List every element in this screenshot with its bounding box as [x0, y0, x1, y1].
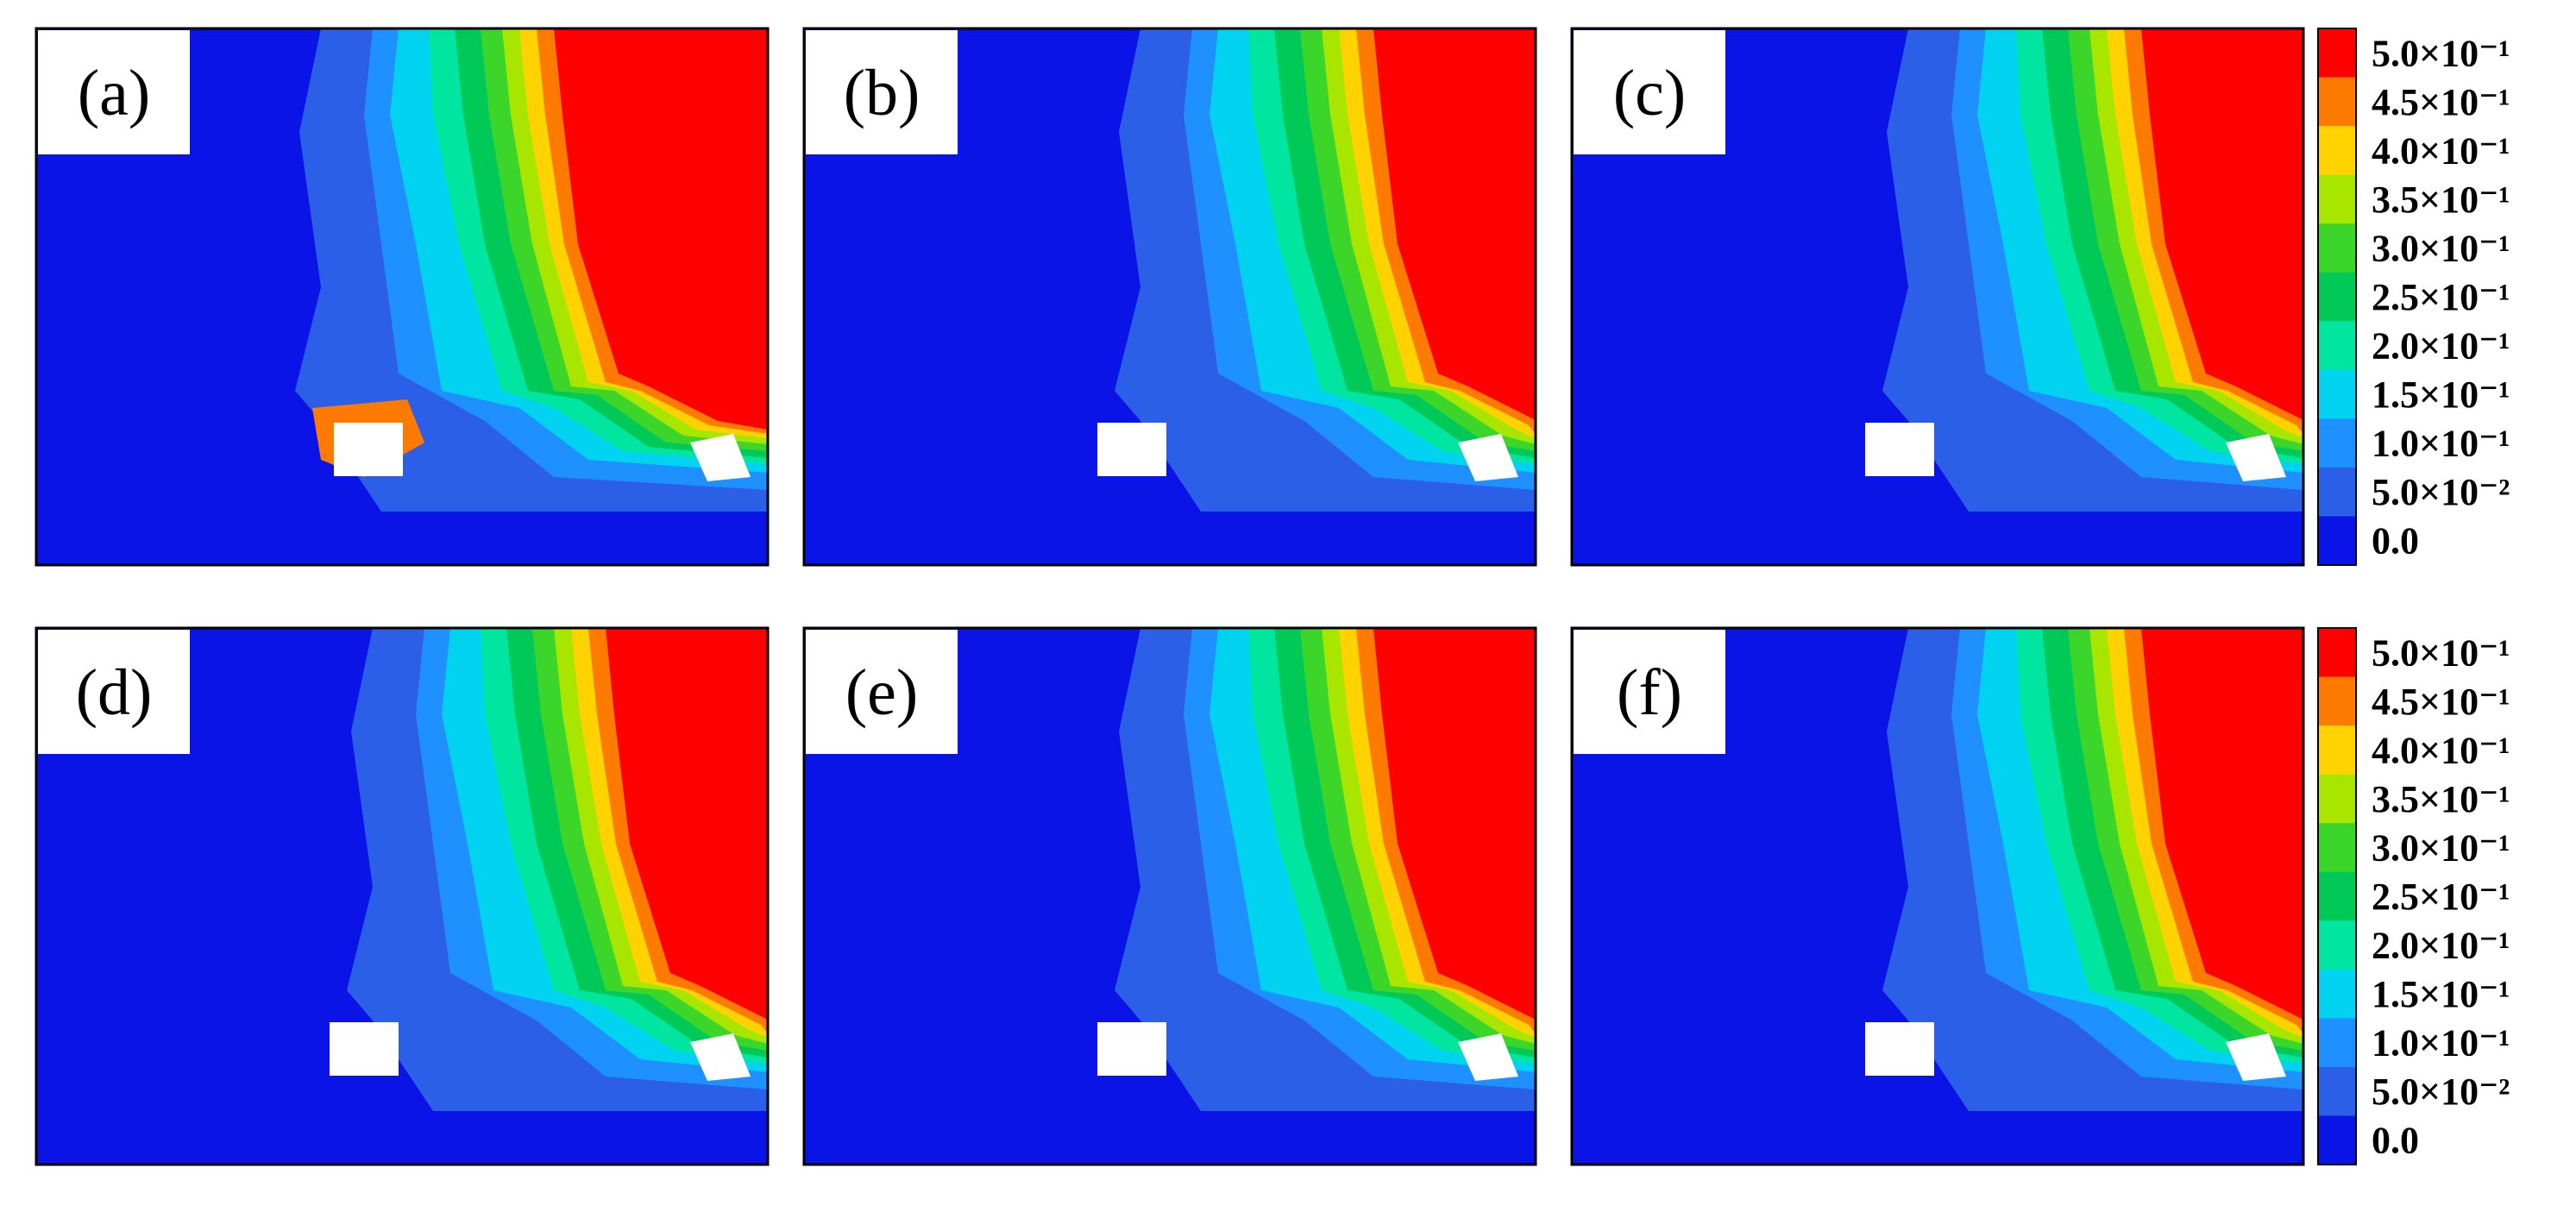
colorbar-tick-label: 3.5×10⁻¹	[2372, 179, 2510, 221]
panel-frame	[802, 626, 1537, 1166]
panels-layer: (a) (b) (c) (d) (e) (f)	[35, 27, 2305, 1166]
obstacle-gap	[690, 434, 751, 481]
panel-frame	[802, 27, 1537, 567]
panel-label-box	[1574, 30, 1725, 154]
colorbar-swatch	[2318, 628, 2356, 678]
obstacle-block	[1865, 423, 1934, 476]
colorbar-swatch	[2318, 516, 2356, 566]
colorbars-layer: 5.0×10⁻¹ 4.5×10⁻¹ 4.0×10⁻¹ 3.5×10⁻¹ 3.0×10⁻¹…	[2317, 28, 2510, 1165]
colorbar-swatch	[2318, 77, 2356, 127]
panel-label-box	[38, 30, 190, 154]
obstacle-block	[1865, 1022, 1934, 1076]
obstacle-block	[330, 1022, 399, 1076]
colorbar-frame	[2317, 627, 2357, 1165]
colorbar-swatch	[2318, 823, 2356, 873]
contour-panel: (c)	[1570, 27, 2305, 567]
panel-label: (a)	[78, 57, 150, 129]
contour-band	[1373, 28, 1536, 430]
colorbar-tick-label: 4.0×10⁻¹	[2372, 129, 2510, 172]
obstacle-block	[1097, 1022, 1166, 1076]
contour-panel: (a)	[35, 27, 770, 567]
panel-label-box	[806, 30, 958, 154]
panel-label: (d)	[76, 656, 153, 729]
colorbar-tick-label: 3.0×10⁻¹	[2372, 227, 2510, 269]
colorbar-tick-label: 5.0×10⁻²	[2372, 471, 2510, 513]
colorbar-tick-label: 2.5×10⁻¹	[2372, 876, 2510, 918]
colorbar-swatch	[2318, 774, 2356, 824]
colorbar-swatch	[2318, 418, 2356, 468]
colorbar-tick-label: 3.5×10⁻¹	[2372, 778, 2510, 820]
panel-frame	[1570, 27, 2305, 567]
panel-label-box	[1574, 630, 1725, 754]
contour-band	[2141, 28, 2303, 430]
colorbar-swatch	[2318, 272, 2356, 322]
panel-frame	[35, 27, 770, 567]
obstacle-gap	[690, 1033, 751, 1081]
colorbar-tick-label: 5.0×10⁻¹	[2372, 631, 2510, 674]
colorbar-tick-label: 1.5×10⁻¹	[2372, 973, 2510, 1015]
colorbar-tick-label: 3.0×10⁻¹	[2372, 826, 2510, 869]
panel-label: (f)	[1617, 656, 1682, 729]
colorbar-swatch	[2318, 369, 2356, 419]
colorbar-tick-label: 4.0×10⁻¹	[2372, 729, 2510, 771]
colorbar-swatch	[2318, 174, 2356, 224]
contour-panel: (f)	[1570, 626, 2305, 1166]
contour-band	[1373, 628, 1536, 1029]
obstacle-gap	[1458, 434, 1518, 481]
colorbar-swatch	[2318, 1018, 2356, 1068]
contour-band	[2141, 628, 2303, 1029]
colorbar-frame	[2317, 28, 2357, 566]
colorbar-tick-label: 4.5×10⁻¹	[2372, 681, 2510, 723]
colorbar-tick-label: 1.0×10⁻¹	[2372, 423, 2510, 465]
colorbar-swatch	[2318, 969, 2356, 1019]
contour-band	[606, 628, 768, 1029]
colorbar-swatch	[2318, 1066, 2356, 1116]
obstacle-block	[334, 423, 403, 476]
colorbar-tick-label: 1.0×10⁻¹	[2372, 1022, 2510, 1064]
contour-panel: (e)	[802, 626, 1537, 1166]
colorbar-swatch	[2318, 920, 2356, 970]
colorbar-tick-label: 2.0×10⁻¹	[2372, 325, 2510, 367]
colorbar-tick-label: 4.5×10⁻¹	[2372, 81, 2510, 123]
obstacle-block	[1097, 423, 1166, 476]
colorbar-swatch	[2318, 28, 2356, 78]
colorbar-swatch	[2318, 676, 2356, 726]
panel-label: (b)	[844, 57, 920, 129]
contour-panel: (b)	[802, 27, 1537, 567]
panel-label: (c)	[1613, 57, 1686, 129]
panel-label-box	[38, 630, 190, 754]
obstacle-gap	[2226, 1033, 2286, 1081]
obstacle-gap	[1458, 1033, 1518, 1081]
colorbar-tick-label: 2.0×10⁻¹	[2372, 925, 2510, 967]
colorbar-tick-label: 0.0	[2372, 1120, 2419, 1162]
colorbar-swatch	[2318, 223, 2356, 273]
colorbar-swatch	[2318, 725, 2356, 776]
colorbar-swatch	[2318, 467, 2356, 517]
colorbar-swatch	[2318, 871, 2356, 921]
colorbar-tick-label: 2.5×10⁻¹	[2372, 276, 2510, 318]
contour-panel: (d)	[35, 626, 770, 1166]
contour-band	[554, 28, 768, 430]
colorbar-tick-label: 5.0×10⁻¹	[2372, 32, 2510, 74]
colorbar: 5.0×10⁻¹ 4.5×10⁻¹ 4.0×10⁻¹ 3.5×10⁻¹ 3.0×10⁻¹…	[2317, 627, 2510, 1165]
colorbar-swatch	[2318, 126, 2356, 176]
panel-frame	[1570, 626, 2305, 1166]
obstacle-gap	[2226, 434, 2286, 481]
colorbar-tick-label: 5.0×10⁻²	[2372, 1071, 2510, 1113]
colorbar-swatch	[2318, 321, 2356, 371]
colorbar-tick-label: 1.5×10⁻¹	[2372, 374, 2510, 416]
colorbar-swatch	[2318, 1115, 2356, 1165]
colorbar: 5.0×10⁻¹ 4.5×10⁻¹ 4.0×10⁻¹ 3.5×10⁻¹ 3.0×10⁻¹…	[2317, 28, 2510, 566]
panel-label-box	[806, 630, 958, 754]
panel-label: (e)	[845, 656, 918, 729]
colorbar-tick-label: 0.0	[2372, 520, 2419, 562]
panel-frame	[35, 626, 770, 1166]
